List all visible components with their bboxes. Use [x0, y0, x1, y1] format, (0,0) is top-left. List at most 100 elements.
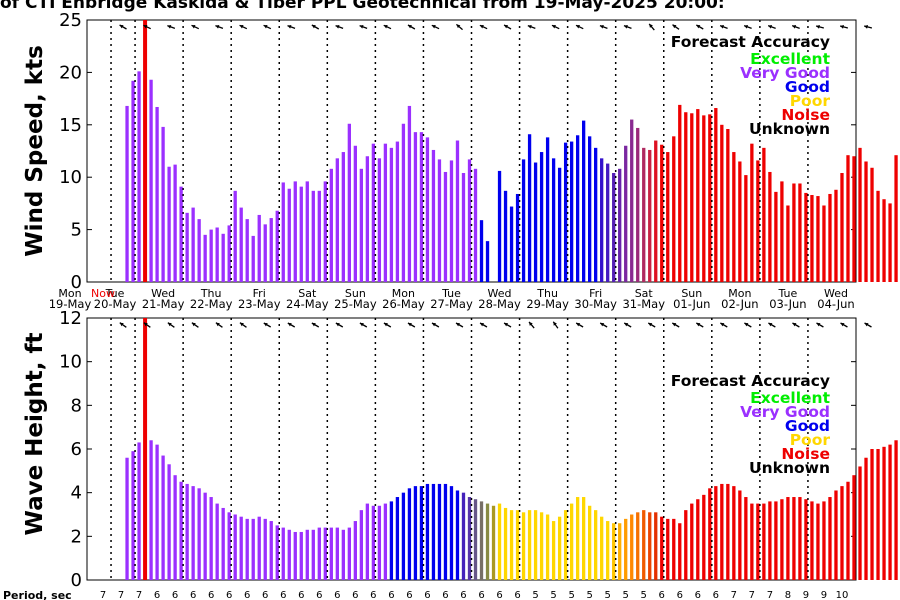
direction-arrow-icon	[768, 322, 776, 328]
period-value: 7	[731, 590, 737, 600]
data-bar	[636, 127, 640, 282]
data-bar	[666, 152, 670, 282]
arrow-head	[672, 323, 677, 327]
period-value: 10	[836, 590, 849, 600]
data-bar	[269, 521, 273, 580]
arrow-head	[239, 25, 244, 29]
period-value: 7	[136, 590, 142, 600]
period-value: 6	[226, 590, 232, 600]
data-bar	[624, 145, 628, 282]
date-label: 03-Jun	[769, 297, 806, 311]
arrow-head	[335, 323, 340, 327]
direction-arrow-icon	[119, 322, 127, 328]
data-bar	[720, 483, 724, 580]
period-value: 6	[208, 590, 214, 600]
period-value: 9	[803, 590, 809, 600]
date-label: 31-May	[622, 297, 665, 311]
day-name-label: Mon	[58, 287, 81, 300]
data-bar	[822, 501, 826, 580]
data-bar	[497, 170, 502, 282]
direction-arrow-icon	[431, 24, 440, 30]
data-bar	[143, 20, 148, 282]
y-tick-label: 8	[71, 395, 82, 416]
arrow-head	[287, 323, 292, 327]
data-bar	[744, 497, 748, 580]
data-bar	[654, 512, 658, 580]
arrow-head	[599, 25, 604, 29]
legend-item: Poor	[790, 431, 831, 449]
data-bar	[858, 466, 862, 580]
data-bar	[882, 199, 886, 282]
period-value: 5	[604, 590, 610, 600]
direction-arrow-icon	[719, 25, 728, 29]
data-bar	[551, 521, 556, 580]
data-bar	[287, 188, 291, 282]
data-bar	[383, 503, 388, 580]
day-name-label: Fri	[253, 287, 266, 300]
arrow-head	[696, 25, 701, 29]
period-row: Period, sec 7 7 7 6 6 6 6 6 6 6 6 6 6 6 6 6 6 6 6 6 6 6 6 6 5 5 5 5…	[3, 589, 848, 600]
data-bar	[245, 518, 249, 580]
data-bar	[431, 483, 436, 580]
arrow-head	[768, 323, 773, 327]
data-bar	[660, 144, 664, 282]
data-bar	[581, 497, 586, 580]
direction-arrow-icon	[815, 25, 824, 29]
y-tick-label: 6	[71, 439, 82, 460]
legend-item: Unknown	[749, 459, 830, 477]
data-bar	[485, 241, 490, 282]
arrow-head	[359, 25, 364, 29]
legend-item: Very Good	[740, 403, 830, 421]
data-bar	[672, 136, 676, 282]
period-value: 6	[154, 590, 160, 600]
data-bar	[894, 440, 898, 580]
period-value: 7	[749, 590, 755, 600]
data-bar	[419, 486, 424, 580]
legend-item: Good	[785, 417, 830, 435]
data-bar	[858, 147, 862, 282]
data-bar	[840, 173, 844, 282]
arrow-head	[407, 323, 412, 327]
period-value: 6	[514, 590, 520, 600]
arrow-head	[191, 25, 196, 29]
data-bar	[125, 457, 129, 580]
data-bar	[461, 492, 466, 580]
data-bar	[738, 490, 742, 580]
direction-arrow-icon	[263, 322, 272, 328]
arrow-head	[143, 25, 148, 29]
day-name-label: Wed	[488, 287, 512, 300]
data-bar	[870, 167, 874, 282]
data-bar	[804, 192, 808, 282]
data-bar	[834, 189, 838, 282]
date-label: 25-May	[334, 297, 377, 311]
day-name-label: Mon	[728, 287, 751, 300]
direction-arrow-icon	[407, 322, 416, 328]
legend-item: Noise	[781, 106, 830, 124]
period-value: 6	[695, 590, 701, 600]
data-bar	[359, 510, 364, 580]
data-bar	[696, 499, 700, 580]
period-value: 6	[424, 590, 430, 600]
data-bar	[780, 181, 784, 282]
data-bar	[557, 516, 562, 580]
period-value: 6	[244, 590, 250, 600]
direction-arrow-icon	[383, 322, 392, 328]
arrow-head	[744, 25, 749, 29]
data-bar	[828, 497, 832, 580]
direction-arrow-icon	[143, 24, 151, 30]
y-tick-label: 10	[59, 167, 82, 188]
date-label: 02-Jun	[721, 297, 758, 311]
arrow-head	[119, 25, 124, 29]
data-bar	[155, 444, 159, 580]
date-label: 01-Jun	[673, 297, 710, 311]
arrow-head	[479, 25, 484, 29]
arrow-head	[648, 323, 653, 327]
data-bar	[870, 449, 874, 580]
arrow-head	[456, 24, 461, 29]
data-bar	[708, 114, 712, 282]
data-bar	[527, 134, 532, 282]
data-bar	[515, 510, 520, 580]
data-bar	[515, 193, 520, 282]
arrow-head	[191, 322, 196, 327]
data-bar	[281, 527, 285, 580]
